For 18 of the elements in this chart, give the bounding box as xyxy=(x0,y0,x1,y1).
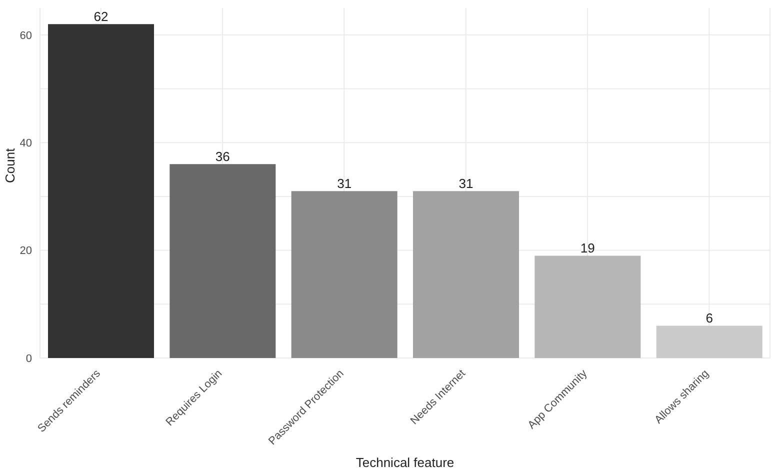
data-label: 36 xyxy=(215,149,230,164)
bar xyxy=(170,164,276,358)
bar xyxy=(291,191,398,358)
bar xyxy=(656,326,762,358)
y-tick-label: 0 xyxy=(26,352,32,365)
bar xyxy=(534,256,641,358)
data-label: 31 xyxy=(337,176,352,192)
y-tick-label: 40 xyxy=(20,138,32,150)
y-tick-label: 60 xyxy=(20,30,32,42)
y-axis-title: Count xyxy=(2,148,18,183)
data-label: 6 xyxy=(706,310,713,326)
data-label: 19 xyxy=(580,240,595,256)
x-axis-title: Technical feature xyxy=(356,455,454,470)
data-label: 62 xyxy=(94,9,108,24)
bar xyxy=(413,191,519,358)
y-tick-label: 20 xyxy=(20,245,32,258)
bar xyxy=(48,24,154,358)
data-label: 31 xyxy=(458,176,474,192)
